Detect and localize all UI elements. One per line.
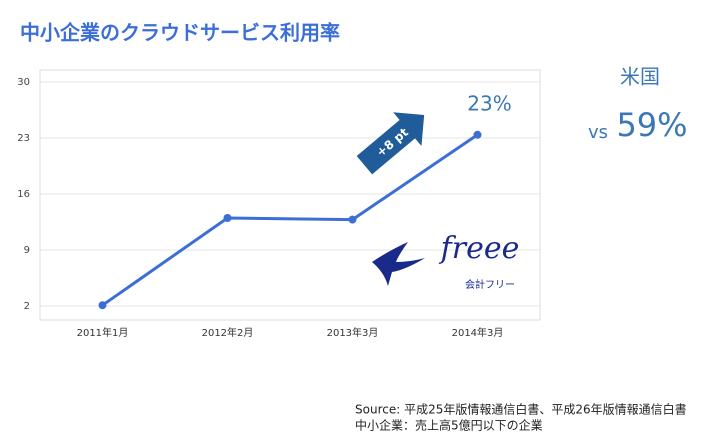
logo-subtitle: 会計フリー: [465, 278, 515, 291]
x-tick-label: 2012年2月: [202, 326, 254, 339]
y-tick-label: 2: [24, 301, 30, 312]
us-label: 米国: [620, 65, 660, 89]
chart-title: 中小企業のクラウドサービス利用率: [20, 21, 340, 45]
x-tick-label: 2014年3月: [452, 326, 504, 339]
data-point: [98, 301, 107, 310]
arrow: [356, 112, 425, 175]
us-value: 59%: [616, 106, 687, 144]
logo-bird: [372, 242, 425, 286]
data-point: [223, 214, 232, 222]
y-tick-label: 9: [24, 245, 30, 256]
us-prefix: vs: [588, 122, 608, 143]
y-tick-label: 23: [17, 133, 30, 144]
data-label: 23%: [467, 91, 511, 115]
source-line: 中小企業：売上高5億円以下の企業: [355, 418, 543, 433]
source-line: Source: 平成25年版情報通信白書、平成26年版情報通信白書: [355, 402, 687, 417]
logo-name: freee: [439, 231, 520, 266]
y-tick-label: 16: [17, 189, 30, 200]
data-point: [348, 215, 357, 224]
data-line: [101, 133, 479, 307]
data-point: [473, 130, 482, 139]
y-tick-label: 30: [17, 77, 30, 88]
x-tick-label: 2013年3月: [327, 326, 379, 339]
plot-frame: [39, 69, 541, 321]
x-tick-label: 2011年1月: [77, 326, 129, 339]
logo: freee 会計フリー: [372, 231, 519, 291]
